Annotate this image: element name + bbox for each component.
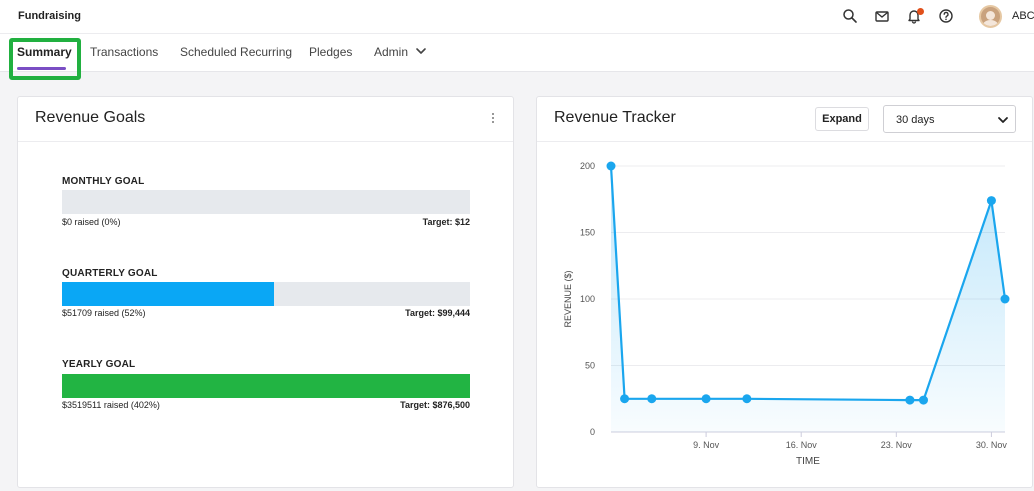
y-tick-label: 50: [585, 361, 595, 371]
data-point: [701, 394, 711, 404]
search-icon[interactable]: [842, 8, 858, 24]
active-tab-indicator: [17, 67, 66, 70]
quarterly-goal-bar: [62, 282, 470, 306]
data-point: [647, 394, 657, 404]
yearly-goal-label: YEARLY GOAL: [62, 359, 136, 370]
revenue-tracker-title: Revenue Tracker: [554, 109, 676, 126]
data-point: [620, 394, 630, 404]
tab-summary[interactable]: Summary: [17, 45, 72, 59]
data-point: [1000, 294, 1010, 304]
y-tick-label: 100: [580, 294, 595, 304]
tab-pledges[interactable]: Pledges: [309, 45, 353, 59]
expand-button[interactable]: Expand: [815, 107, 869, 131]
app-title: Fundraising: [18, 10, 81, 22]
monthly-goal-raised: $0 raised (0%): [62, 217, 121, 227]
y-axis-title: REVENUE ($): [563, 270, 573, 327]
quarterly-goal-target: Target: $99,444: [405, 308, 470, 318]
y-tick-label: 150: [580, 228, 595, 238]
bell-icon[interactable]: [906, 8, 924, 24]
data-point: [742, 394, 752, 404]
data-point: [918, 395, 928, 405]
user-name[interactable]: ABC: [1012, 10, 1034, 22]
monthly-goal-target: Target: $12: [422, 217, 470, 227]
chevron-down-icon: [416, 48, 427, 54]
date-range-value: 30 days: [896, 114, 935, 126]
x-tick-label: 9. Nov: [693, 440, 720, 450]
notification-badge: [917, 8, 924, 15]
x-tick-label: 16. Nov: [786, 440, 818, 450]
data-point: [905, 395, 915, 405]
top-bar: Fundraising ABC: [0, 0, 1034, 34]
y-tick-label: 0: [590, 427, 595, 437]
help-icon[interactable]: [938, 8, 954, 24]
yearly-goal-raised: $3519511 raised (402%): [62, 400, 160, 410]
quarterly-goal-label: QUARTERLY GOAL: [62, 268, 158, 279]
revenue-tracker-card: Revenue Tracker Expand 30 days 0 50 100 150…: [536, 96, 1033, 488]
more-options-icon[interactable]: [490, 113, 496, 127]
quarterly-goal-raised: $51709 raised (52%): [62, 308, 146, 318]
data-point: [606, 161, 616, 171]
tab-scheduled-recurring[interactable]: Scheduled Recurring: [180, 45, 293, 59]
mail-icon[interactable]: [874, 8, 890, 24]
x-tick-label: 30. Nov: [976, 440, 1008, 450]
monthly-goal-bar: [62, 190, 470, 214]
chevron-down-icon: [998, 117, 1008, 123]
revenue-tracker-header: Revenue Tracker Expand 30 days: [537, 97, 1032, 142]
tab-admin[interactable]: Admin: [374, 45, 427, 59]
yearly-goal-bar: [62, 374, 470, 398]
revenue-tracker-chart: 0 50 100 150 200 9. Nov 16. Nov 23. Nov 30. Nov T…: [563, 161, 1010, 467]
revenue-goals-card: Revenue Goals MONTHLY GOAL $0 raised (0%…: [17, 96, 514, 488]
yearly-goal-fill: [62, 374, 470, 398]
monthly-goal-label: MONTHLY GOAL: [62, 176, 145, 187]
x-tick-label: 23. Nov: [881, 440, 913, 450]
data-point: [986, 196, 996, 206]
avatar[interactable]: [979, 5, 1002, 28]
revenue-goals-header: Revenue Goals: [18, 97, 513, 142]
yearly-goal-target: Target: $876,500: [400, 400, 470, 410]
tab-highlight-box: [9, 38, 81, 80]
x-axis-title: TIME: [796, 456, 820, 467]
series-area: [611, 166, 1005, 432]
revenue-goals-title: Revenue Goals: [35, 109, 146, 126]
date-range-select[interactable]: 30 days: [883, 105, 1016, 133]
quarterly-goal-fill: [62, 282, 275, 306]
tab-transactions[interactable]: Transactions: [90, 45, 159, 59]
tab-admin-label: Admin: [374, 45, 409, 59]
y-tick-label: 200: [580, 161, 595, 171]
tab-bar: Summary Transactions Scheduled Recurring…: [0, 34, 1034, 72]
